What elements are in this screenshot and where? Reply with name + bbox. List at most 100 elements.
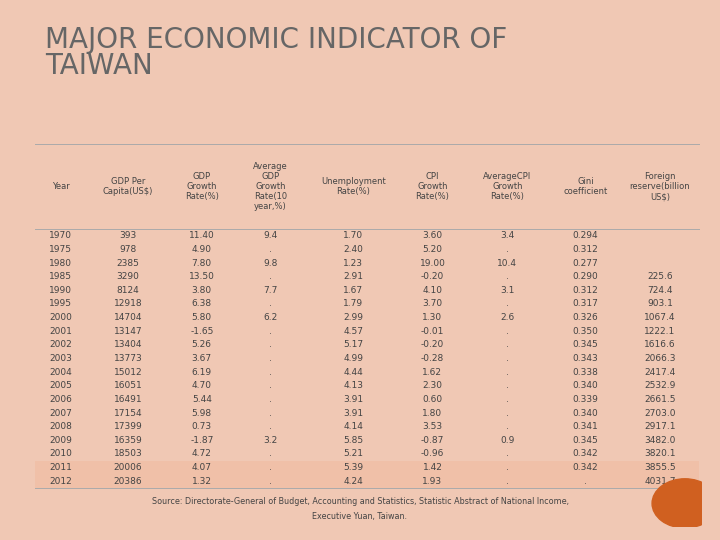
Text: -0.87: -0.87 <box>420 436 444 445</box>
Text: 0.294: 0.294 <box>573 231 598 240</box>
Text: .: . <box>506 300 509 308</box>
Text: 3.91: 3.91 <box>343 395 364 404</box>
Text: Source: Directorate-General of Budget, Accounting and Statistics, Statistic Abst: Source: Directorate-General of Budget, A… <box>151 497 569 507</box>
Text: 4.13: 4.13 <box>343 381 364 390</box>
Text: 0.340: 0.340 <box>572 409 598 417</box>
Text: 2.30: 2.30 <box>423 381 442 390</box>
Bar <box>35 461 698 475</box>
Text: 3.70: 3.70 <box>423 300 443 308</box>
Text: 17154: 17154 <box>114 409 143 417</box>
Text: 4.70: 4.70 <box>192 381 212 390</box>
Text: 0.345: 0.345 <box>572 340 598 349</box>
Text: 2.91: 2.91 <box>343 272 364 281</box>
Text: .: . <box>269 354 272 363</box>
Bar <box>35 475 698 488</box>
Text: 12918: 12918 <box>114 300 143 308</box>
Text: 2.99: 2.99 <box>343 313 364 322</box>
Text: 1.67: 1.67 <box>343 286 364 295</box>
Text: Foreign
reserve(billion
US$): Foreign reserve(billion US$) <box>629 172 690 201</box>
Text: CPI
Growth
Rate(%): CPI Growth Rate(%) <box>415 172 449 201</box>
Text: .: . <box>269 340 272 349</box>
Text: 1067.4: 1067.4 <box>644 313 675 322</box>
Text: 2417.4: 2417.4 <box>644 368 675 376</box>
Text: 13147: 13147 <box>114 327 143 336</box>
Text: 4.10: 4.10 <box>423 286 442 295</box>
Text: .: . <box>269 245 272 254</box>
Text: .: . <box>506 477 509 485</box>
Text: 4.44: 4.44 <box>343 368 364 376</box>
Text: 1975: 1975 <box>49 245 72 254</box>
Text: 6.19: 6.19 <box>192 368 212 376</box>
Text: -1.87: -1.87 <box>190 436 213 445</box>
Text: 13.50: 13.50 <box>189 272 215 281</box>
Text: 1616.6: 1616.6 <box>644 340 675 349</box>
Text: 2000: 2000 <box>50 313 72 322</box>
Text: 225.6: 225.6 <box>647 272 672 281</box>
Text: 5.26: 5.26 <box>192 340 212 349</box>
Text: 16051: 16051 <box>114 381 143 390</box>
Text: 2917.1: 2917.1 <box>644 422 675 431</box>
Text: 7.7: 7.7 <box>264 286 278 295</box>
Text: 7.80: 7.80 <box>192 259 212 267</box>
Text: 0.342: 0.342 <box>573 463 598 472</box>
Text: 0.317: 0.317 <box>572 300 598 308</box>
Text: 2661.5: 2661.5 <box>644 395 675 404</box>
Text: .: . <box>584 477 587 485</box>
Text: .: . <box>506 327 509 336</box>
Text: Average
GDP
Growth
Rate(10
year,%): Average GDP Growth Rate(10 year,%) <box>253 162 288 211</box>
Text: -0.01: -0.01 <box>420 327 444 336</box>
Text: 5.21: 5.21 <box>343 449 364 458</box>
Text: 13404: 13404 <box>114 340 142 349</box>
Text: Unemployment
Rate(%): Unemployment Rate(%) <box>321 177 386 196</box>
Text: GDP Per
Capita(US$): GDP Per Capita(US$) <box>103 177 153 196</box>
Text: 0.312: 0.312 <box>572 245 598 254</box>
Text: .: . <box>269 449 272 458</box>
Text: 978: 978 <box>120 245 137 254</box>
Text: 14704: 14704 <box>114 313 142 322</box>
Text: .: . <box>269 463 272 472</box>
Text: .: . <box>506 422 509 431</box>
Text: 2008: 2008 <box>50 422 72 431</box>
Text: -1.65: -1.65 <box>190 327 213 336</box>
Text: .: . <box>506 463 509 472</box>
Circle shape <box>652 479 718 528</box>
Text: 393: 393 <box>120 231 137 240</box>
Text: 15012: 15012 <box>114 368 143 376</box>
Text: -0.20: -0.20 <box>420 272 444 281</box>
Text: 3.60: 3.60 <box>423 231 443 240</box>
Text: 0.60: 0.60 <box>423 395 443 404</box>
Text: 2009: 2009 <box>50 436 72 445</box>
Text: 4.07: 4.07 <box>192 463 212 472</box>
Text: 3855.5: 3855.5 <box>644 463 675 472</box>
Text: -0.28: -0.28 <box>420 354 444 363</box>
Text: 6.2: 6.2 <box>264 313 278 322</box>
Text: .: . <box>269 368 272 376</box>
Text: 4.24: 4.24 <box>343 477 364 485</box>
Text: 3.91: 3.91 <box>343 409 364 417</box>
Text: Gini
coefficient: Gini coefficient <box>564 177 608 196</box>
Text: 2005: 2005 <box>50 381 72 390</box>
Text: -0.20: -0.20 <box>420 340 444 349</box>
Text: 10.4: 10.4 <box>498 259 518 267</box>
Text: 2066.3: 2066.3 <box>644 354 675 363</box>
Text: 1.62: 1.62 <box>423 368 442 376</box>
Text: 8124: 8124 <box>117 286 139 295</box>
Text: 4.90: 4.90 <box>192 245 212 254</box>
Text: 3.53: 3.53 <box>423 422 443 431</box>
Text: 9.8: 9.8 <box>264 259 278 267</box>
Text: 5.39: 5.39 <box>343 463 364 472</box>
Text: 2001: 2001 <box>50 327 72 336</box>
Text: 9.4: 9.4 <box>264 231 278 240</box>
Text: 1985: 1985 <box>49 272 72 281</box>
Text: 0.350: 0.350 <box>572 327 598 336</box>
Text: 5.98: 5.98 <box>192 409 212 417</box>
Text: .: . <box>269 272 272 281</box>
Text: 1.30: 1.30 <box>423 313 443 322</box>
Text: 0.290: 0.290 <box>572 272 598 281</box>
Text: 0.9: 0.9 <box>500 436 515 445</box>
Text: 2006: 2006 <box>50 395 72 404</box>
Text: 16491: 16491 <box>114 395 143 404</box>
Text: 2703.0: 2703.0 <box>644 409 675 417</box>
Text: .: . <box>269 395 272 404</box>
Text: .: . <box>506 449 509 458</box>
